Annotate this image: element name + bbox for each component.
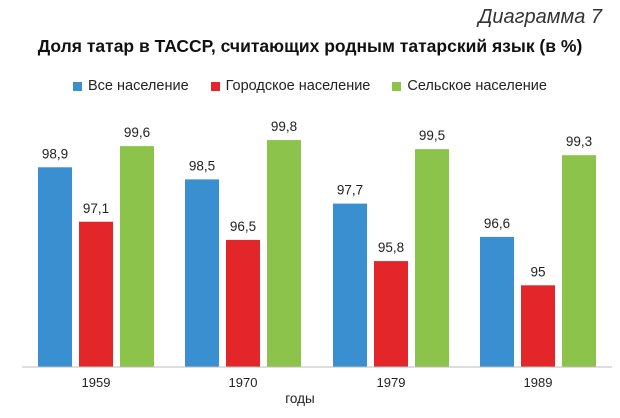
- legend-item-urban: Городское население: [210, 78, 371, 94]
- x-tick-label-1979: 1979: [377, 375, 406, 390]
- bar-rural-1959: [120, 146, 154, 367]
- bar-urban-1970: [226, 239, 260, 367]
- legend-item-all: Все население: [73, 78, 189, 94]
- bar-all-1970: [185, 179, 219, 367]
- bar-rural-1970: [267, 140, 301, 367]
- x-tick-label-1959: 1959: [82, 375, 111, 390]
- bar-urban-1979: [374, 261, 408, 367]
- bar-all-1979: [333, 203, 367, 367]
- bar-label-rural-1970: 99,8: [271, 119, 297, 134]
- legend-item-rural: Сельское население: [392, 78, 547, 94]
- chart-title: Доля татар в ТАССР, считающих родным тат…: [37, 36, 583, 56]
- legend-swatch-urban: [210, 81, 220, 91]
- x-axis-label: годы: [285, 391, 314, 406]
- bar-label-rural-1979: 99,5: [419, 128, 445, 143]
- legend-label-all: Все население: [88, 78, 189, 94]
- bar-rural-1979: [415, 149, 449, 367]
- bar-label-urban-1970: 96,5: [230, 219, 256, 234]
- bar-rural-1989: [562, 155, 596, 367]
- bar-urban-1959: [79, 221, 113, 367]
- x-tick-label-1989: 1989: [524, 375, 553, 390]
- bar-label-rural-1959: 99,6: [124, 125, 150, 140]
- x-tick-label-1970: 1970: [229, 375, 258, 390]
- legend-label-urban: Городское население: [225, 78, 371, 94]
- x-ticks-group: 1959 1970 1979 1989: [82, 375, 553, 390]
- bar-label-all-1989: 96,6: [484, 216, 510, 231]
- bar-all-1959: [38, 167, 72, 367]
- bar-all-1989: [480, 236, 514, 367]
- legend-swatch-all: [73, 81, 83, 91]
- legend-swatch-rural: [392, 81, 402, 91]
- bars-group: 98,9 97,1 99,6 98,5 96,5 99,8 97,7 95,8 99,5 96,6…: [38, 119, 596, 367]
- bar-label-all-1970: 98,5: [189, 158, 215, 173]
- figure-label: Диаграмма 7: [478, 6, 602, 28]
- bar-label-urban-1959: 97,1: [83, 201, 109, 216]
- bar-label-all-1959: 98,9: [42, 146, 68, 161]
- legend: Все население Городское население Сельск…: [0, 78, 620, 94]
- bar-label-all-1979: 97,7: [337, 183, 363, 198]
- bar-label-urban-1979: 95,8: [378, 240, 404, 255]
- bar-label-rural-1989: 99,3: [566, 134, 592, 149]
- bar-label-urban-1989: 95: [530, 264, 545, 279]
- bar-urban-1989: [521, 285, 555, 367]
- legend-label-rural: Сельское население: [407, 78, 547, 94]
